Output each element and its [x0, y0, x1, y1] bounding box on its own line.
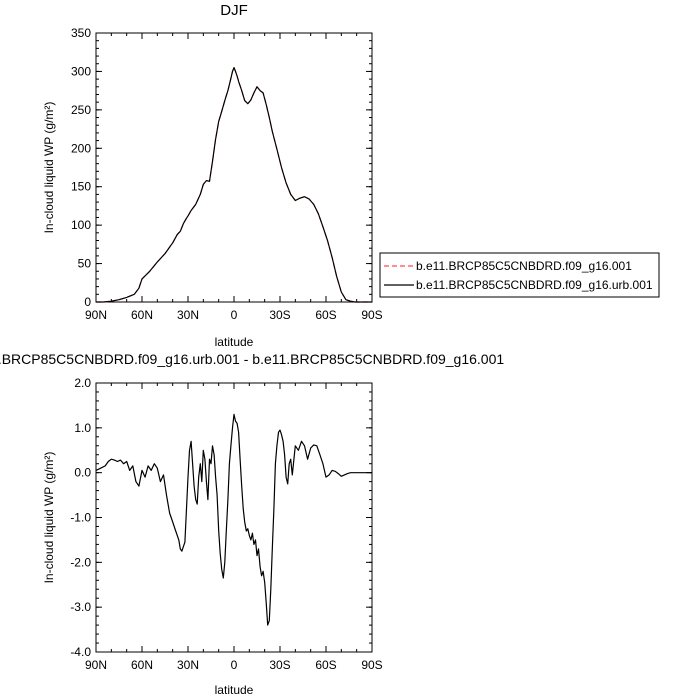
top-plot-area: 90N 60N 30N 0 30S 60S 90S 0 50 100 150 200 250 300 350 [71, 26, 383, 322]
top-x-tick-label: 90S [361, 308, 382, 322]
top-y-axis-label: In-cloud liquid WP (g/m²) [42, 102, 56, 234]
bottom-x-tick-label: 60N [131, 658, 153, 672]
bottom-x-tick-label: 90N [85, 658, 107, 672]
top-x-tick-label: 90N [85, 308, 107, 322]
bottom-plot-frame [95, 382, 373, 653]
top-series-line-0 [96, 66, 372, 303]
bottom-y-tick-label: -4.0 [70, 645, 91, 659]
bottom-y-tick-label: -1.0 [70, 511, 91, 525]
top-series-line-1 [96, 66, 372, 303]
bottom-y-tick-label: 2.0 [74, 376, 91, 390]
legend: b.e11.BRCP85C5CNBDRD.f09_g16.001 b.e11.B… [379, 252, 660, 298]
bottom-y-tick-label: -3.0 [70, 600, 91, 614]
bottom-x-tick-label: 30S [269, 658, 290, 672]
bottom-x-tick-label: 30N [177, 658, 199, 672]
top-chart-title: DJF [220, 2, 248, 19]
bottom-y-tick-label: 0.0 [74, 466, 91, 480]
legend-box [379, 252, 660, 298]
bottom-panel: b.e11.BRCP85C5CNBDRD.f09_g16.urb.001 - b… [0, 351, 504, 697]
bottom-chart-title: b.e11.BRCP85C5CNBDRD.f09_g16.urb.001 - b… [0, 351, 504, 367]
bottom-x-tick-label: 60S [315, 658, 336, 672]
top-x-tick-label: 60S [315, 308, 336, 322]
bottom-y-tick-label: -2.0 [70, 555, 91, 569]
legend-label-control: b.e11.BRCP85C5CNBDRD.f09_g16.001 [416, 259, 632, 273]
top-plot-frame [95, 32, 373, 303]
top-y-tick-label: 350 [71, 26, 91, 40]
bottom-y-tick-label: 1.0 [74, 421, 91, 435]
top-y-tick-label: 50 [78, 257, 92, 271]
top-x-tick-label: 30N [177, 308, 199, 322]
legend-label-urb: b.e11.BRCP85C5CNBDRD.f09_g16.urb.001 [416, 278, 653, 292]
bottom-x-tick-label: 0 [231, 658, 238, 672]
top-x-tick-label: 60N [131, 308, 153, 322]
top-x-tick-label: 0 [231, 308, 238, 322]
top-x-tick-label: 30S [269, 308, 290, 322]
top-y-tick-label: 300 [71, 64, 91, 78]
top-x-axis-label: latitude [215, 335, 254, 349]
bottom-plot-area: 90N 60N 30N 0 30S 60S 90S 2.0 1.0 0.0 -1.0 -2.0 -3.0… [70, 376, 382, 672]
bottom-x-tick-label: 90S [361, 658, 382, 672]
bottom-y-axis-label: In-cloud liquid WP (g/m²) [42, 452, 56, 584]
top-panel: DJF 90N 60N 30N 0 30S 60S 90S 0 50 100 150 200 250 30… [42, 2, 660, 349]
top-y-tick-label: 200 [71, 141, 91, 155]
top-y-tick-label: 100 [71, 218, 91, 232]
bottom-x-axis-label: latitude [215, 683, 254, 697]
top-y-tick-label: 150 [71, 180, 91, 194]
top-y-tick-label: 0 [84, 295, 91, 309]
bottom-series-line-0 [95, 413, 372, 626]
top-y-tick-label: 250 [71, 103, 91, 117]
